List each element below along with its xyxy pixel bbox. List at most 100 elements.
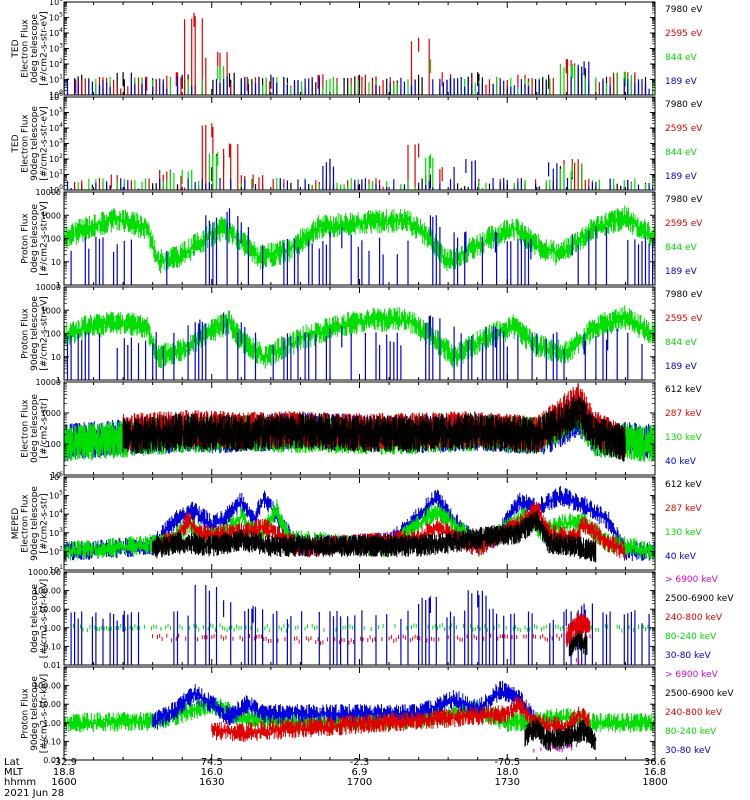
legend-entry: 612 keV — [665, 385, 702, 395]
y-tick-label: 104 — [49, 508, 63, 519]
y-tick-label: 100.00 — [33, 682, 61, 691]
y-tick-label: 100 — [49, 89, 63, 100]
series-group — [64, 584, 651, 665]
y-tick-label: 10.00 — [38, 605, 61, 614]
series-black-4 — [152, 510, 597, 563]
y-tick-label: 102 — [49, 153, 63, 164]
legend-entry: 7980 eV — [665, 100, 703, 110]
y-tick-label: 0.01 — [43, 756, 61, 765]
legend-entry: 30-80 keV — [665, 746, 711, 756]
series-green-1-trace — [64, 213, 655, 268]
y-tick-label: 1 — [56, 376, 61, 385]
legend-entry: 240-800 keV — [665, 708, 723, 718]
series-group — [64, 123, 654, 190]
mlt-value: 16.8 — [644, 767, 666, 778]
series-group — [64, 205, 655, 285]
y-tick-label: 100 — [46, 440, 61, 449]
y-tick-label: 106 — [49, 471, 63, 482]
lat-value: -2.3 — [350, 757, 370, 768]
series-magenta-6 — [575, 658, 580, 665]
lat-value: 74.5 — [201, 757, 223, 768]
lat-value: -70.5 — [494, 757, 520, 768]
series-group — [64, 680, 655, 753]
y-tick-label: 0.10 — [43, 642, 61, 651]
legend-entry: 240-800 keV — [665, 613, 723, 623]
y-tick-label: 10000 — [36, 378, 61, 387]
series-black-4 — [524, 717, 597, 752]
y-tick-label: 100.00 — [33, 587, 61, 596]
mlt-value: 18.8 — [53, 767, 75, 778]
series-green-1 — [64, 205, 655, 274]
legend-entry: 40 keV — [665, 552, 697, 562]
lat-value: -32.9 — [51, 757, 77, 768]
y-tick-label: 1.00 — [43, 624, 61, 633]
series-blue-2-trace — [152, 689, 537, 726]
y-tick-label: 10000 — [36, 188, 61, 197]
chart-panel-5: 10 100 1000 10000 Electron Flux0deg telescop… — [21, 378, 703, 480]
legend-entry: 189 eV — [665, 172, 698, 182]
date-label: 2021 Jun 28 — [4, 788, 64, 799]
y-axis-label: Proton Flux0deg telescope[#/cm2-s-str-eV… — [21, 201, 50, 276]
y-tick-label: 10.00 — [38, 700, 61, 709]
series-red-3-trace — [211, 702, 590, 736]
legend-entry: 612 keV — [665, 480, 702, 490]
y-tick-label: 101 — [49, 74, 63, 85]
y-tick-label: 1000 — [41, 211, 61, 220]
legend-entry: 2500-6900 keV — [665, 594, 734, 604]
legend-entry: 189 eV — [665, 267, 698, 277]
lat-row-label: Lat — [4, 757, 20, 768]
y-tick-label: 104 — [49, 122, 63, 133]
legend-entry: 80-240 keV — [665, 727, 717, 737]
chart-panel-2: 100 101 102 103 104 105 106 TEDElectron Flux90d… — [11, 91, 703, 195]
legend-entry: 2595 eV — [665, 314, 703, 324]
lat-value: 36.6 — [644, 757, 666, 768]
series-red-5 — [565, 612, 591, 648]
series-blue-4 — [66, 61, 650, 95]
chart-panel-7: 0.01 0.10 1.00 10.00 100.00 1000.00 0deg teles… — [28, 568, 734, 670]
y-tick-label: 105 — [49, 107, 63, 118]
y-tick-label: 10 — [51, 471, 61, 480]
chart-panel-6: 101 102 103 104 105 106 MEPEDElectron Flux90de… — [11, 471, 702, 575]
y-tick-label: 10 — [51, 258, 61, 267]
y-tick-label: 1000 — [41, 409, 61, 418]
legend-entry: 287 keV — [665, 409, 702, 419]
y-axis-label: TEDElectron Flux0deg telescope[#/cm2-s-s… — [11, 11, 50, 86]
chart-panel-3: 1 10 100 1000 10000 Proton Flux0deg telescope… — [21, 188, 704, 290]
y-axis-label: MEPEDElectron Flux90deg telescope[#/cm2-… — [11, 486, 50, 561]
time-value: 1630 — [199, 777, 224, 788]
legend-entry: > 6900 keV — [665, 575, 719, 585]
y-tick-label: 10 — [51, 353, 61, 362]
time-value: 1700 — [347, 777, 372, 788]
y-tick-label: 106 — [49, 91, 63, 102]
legend-entry: 844 eV — [665, 243, 698, 253]
series-blue-2 — [70, 208, 654, 285]
legend-entry: 40 keV — [665, 457, 697, 467]
mlt-row-label: MLT — [4, 767, 24, 778]
y-tick-label: 10000 — [36, 283, 61, 292]
legend-entry: 80-240 keV — [665, 632, 717, 642]
y-tick-label: 1000 — [41, 306, 61, 315]
y-tick-label: 0.10 — [43, 737, 61, 746]
legend-entry: 844 eV — [665, 338, 698, 348]
time-value: 1600 — [51, 777, 76, 788]
legend-entry: 7980 eV — [665, 290, 703, 300]
series-group — [64, 486, 655, 563]
y-axis-label: TEDElectron Flux90deg telescope[#/cm2-s-… — [11, 106, 50, 181]
y-axis-label: Electron Flux0deg telescope[#/cm2-s-str] — [21, 394, 50, 464]
series-black-4 — [568, 627, 588, 657]
series-red-3 — [211, 696, 590, 743]
y-tick-label: 103 — [49, 43, 63, 54]
y-tick-label: 105 — [49, 490, 63, 501]
y-tick-label: 103 — [49, 138, 63, 149]
y-tick-label: 105 — [49, 12, 63, 23]
y-axis-label: Proton Flux90deg telescope[#/cm2-s-str-e… — [21, 296, 50, 371]
mlt-value: 6.9 — [352, 767, 368, 778]
legend-entry: 287 keV — [665, 504, 702, 514]
y-tick-label: 102 — [49, 545, 63, 556]
series-group — [64, 12, 654, 95]
mlt-value: 16.0 — [201, 767, 223, 778]
series-blue-2 — [64, 312, 643, 380]
